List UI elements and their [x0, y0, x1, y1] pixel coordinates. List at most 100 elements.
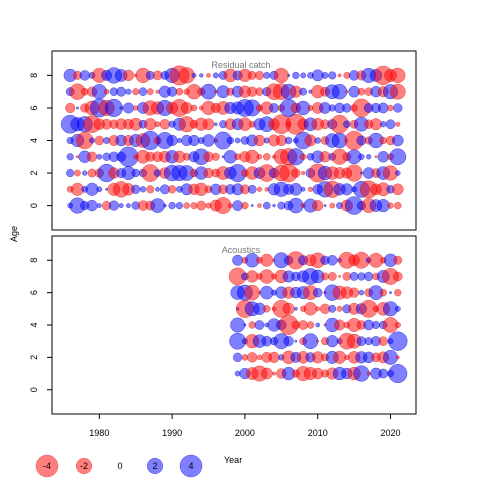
positive-residual-bubble	[118, 203, 124, 209]
positive-residual-bubble	[166, 134, 178, 147]
negative-residual-bubble	[394, 288, 402, 297]
y-tick-label: 4	[29, 322, 39, 327]
negative-residual-bubble	[183, 202, 190, 209]
y-axis-label: Age	[9, 226, 19, 242]
negative-residual-bubble	[196, 200, 207, 211]
positive-residual-bubble	[125, 88, 132, 95]
y-tick-label: 6	[29, 290, 39, 295]
negative-residual-bubble	[393, 255, 403, 265]
positive-residual-bubble	[212, 72, 219, 79]
y-tick-label: 8	[29, 73, 39, 78]
negative-residual-bubble	[291, 168, 301, 178]
positive-residual-bubble	[349, 272, 359, 281]
positive-residual-bubble	[202, 134, 215, 147]
legend-label: 0	[117, 461, 122, 471]
positive-residual-bubble	[340, 183, 353, 196]
y-tick-label: 8	[29, 258, 39, 263]
positive-residual-bubble	[326, 335, 339, 348]
negative-residual-bubble	[256, 186, 263, 192]
y-tick-label: 0	[29, 387, 39, 392]
positive-residual-bubble	[150, 198, 165, 213]
negative-residual-bubble	[334, 319, 346, 331]
positive-residual-bubble	[371, 321, 380, 329]
y-tick-label: 2	[29, 355, 39, 360]
positive-residual-bubble	[66, 168, 75, 178]
positive-residual-bubble	[364, 271, 374, 282]
negative-residual-bubble	[122, 69, 135, 82]
positive-residual-bubble	[389, 148, 407, 166]
positive-residual-bubble	[243, 323, 247, 327]
x-tick-label: 1980	[89, 428, 109, 438]
positive-residual-bubble	[328, 71, 337, 80]
positive-residual-bubble	[321, 71, 329, 79]
positive-residual-bubble	[385, 119, 396, 130]
negative-residual-bubble	[306, 321, 315, 329]
legend-label: 4	[188, 461, 193, 471]
panel-1-title: Residual catch	[211, 60, 270, 70]
positive-residual-bubble	[119, 106, 123, 110]
positive-residual-bubble	[292, 71, 300, 80]
positive-residual-bubble	[388, 331, 408, 351]
positive-residual-bubble	[139, 186, 147, 193]
negative-residual-bubble	[167, 185, 177, 194]
negative-residual-bubble	[321, 272, 329, 281]
positive-residual-bubble	[315, 322, 321, 328]
panel-2-title: Acoustics	[222, 245, 261, 255]
negative-residual-bubble	[206, 73, 211, 78]
negative-residual-bubble	[395, 355, 400, 360]
negative-residual-bubble	[86, 151, 98, 162]
negative-residual-bubble	[387, 202, 394, 209]
positive-residual-bubble	[359, 171, 363, 175]
positive-residual-bubble	[269, 103, 279, 113]
negative-residual-bubble	[75, 155, 80, 159]
positive-residual-bubble	[191, 72, 197, 78]
negative-residual-bubble	[374, 155, 378, 159]
negative-residual-bubble	[211, 152, 220, 161]
legend-bubble	[75, 457, 93, 475]
positive-residual-bubble	[226, 136, 235, 145]
negative-residual-bubble	[395, 121, 401, 127]
negative-residual-bubble	[338, 275, 342, 278]
positive-residual-bubble	[96, 186, 103, 193]
negative-residual-bubble	[228, 203, 233, 208]
negative-residual-bubble	[327, 272, 337, 281]
negative-residual-bubble	[254, 70, 265, 80]
x-tick-label: 2020	[381, 428, 401, 438]
negative-residual-bubble	[387, 104, 394, 112]
positive-residual-bubble	[263, 71, 271, 79]
positive-residual-bubble	[289, 182, 303, 196]
positive-residual-bubble	[365, 154, 372, 160]
negative-residual-bubble	[336, 305, 343, 312]
negative-residual-bubble	[74, 169, 81, 177]
negative-residual-bubble	[256, 153, 263, 160]
negative-residual-bubble	[144, 118, 157, 131]
positive-residual-bubble	[86, 199, 98, 212]
positive-residual-bubble	[89, 137, 95, 144]
positive-residual-bubble	[122, 102, 134, 114]
positive-residual-bubble	[116, 86, 127, 97]
positive-residual-bubble	[380, 121, 387, 128]
positive-residual-bubble	[293, 306, 298, 311]
negative-residual-bubble	[257, 203, 262, 208]
positive-residual-bubble	[299, 87, 308, 96]
positive-residual-bubble	[394, 305, 401, 312]
negative-residual-bubble	[190, 202, 198, 210]
negative-residual-bubble	[272, 371, 276, 376]
positive-residual-bubble	[250, 204, 254, 208]
positive-residual-bubble	[96, 153, 103, 160]
positive-residual-bubble	[272, 203, 276, 208]
negative-residual-bubble	[253, 134, 266, 147]
positive-residual-bubble	[138, 87, 148, 96]
positive-residual-bubble	[287, 73, 291, 77]
y-tick-label: 0	[29, 203, 39, 208]
negative-residual-bubble	[392, 271, 403, 282]
negative-residual-bubble	[357, 87, 366, 96]
negative-residual-bubble	[244, 284, 261, 301]
positive-residual-bubble	[377, 151, 389, 163]
positive-residual-bubble	[377, 102, 389, 114]
y-tick-label: 4	[29, 138, 39, 143]
positive-residual-bubble	[82, 170, 88, 176]
negative-residual-bubble	[241, 201, 249, 210]
negative-residual-bubble	[301, 170, 306, 176]
